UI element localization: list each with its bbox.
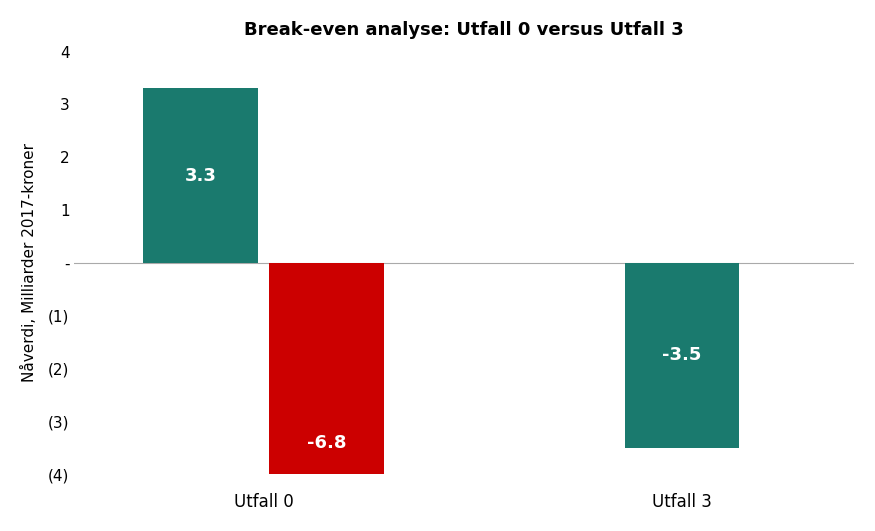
- Text: Utfall 3: Utfall 3: [652, 493, 712, 511]
- Y-axis label: Nåverdi, Milliarder 2017-kroner: Nåverdi, Milliarder 2017-kroner: [21, 143, 37, 382]
- Text: 3.3: 3.3: [185, 167, 216, 185]
- Text: -6.8: -6.8: [307, 434, 347, 451]
- Text: Utfall 0: Utfall 0: [234, 493, 293, 511]
- Bar: [144, 89, 258, 263]
- Bar: [270, 263, 384, 531]
- Title: Break-even analyse: Utfall 0 versus Utfall 3: Break-even analyse: Utfall 0 versus Utfa…: [244, 21, 684, 39]
- Bar: [625, 263, 739, 448]
- Text: -3.5: -3.5: [662, 346, 702, 364]
